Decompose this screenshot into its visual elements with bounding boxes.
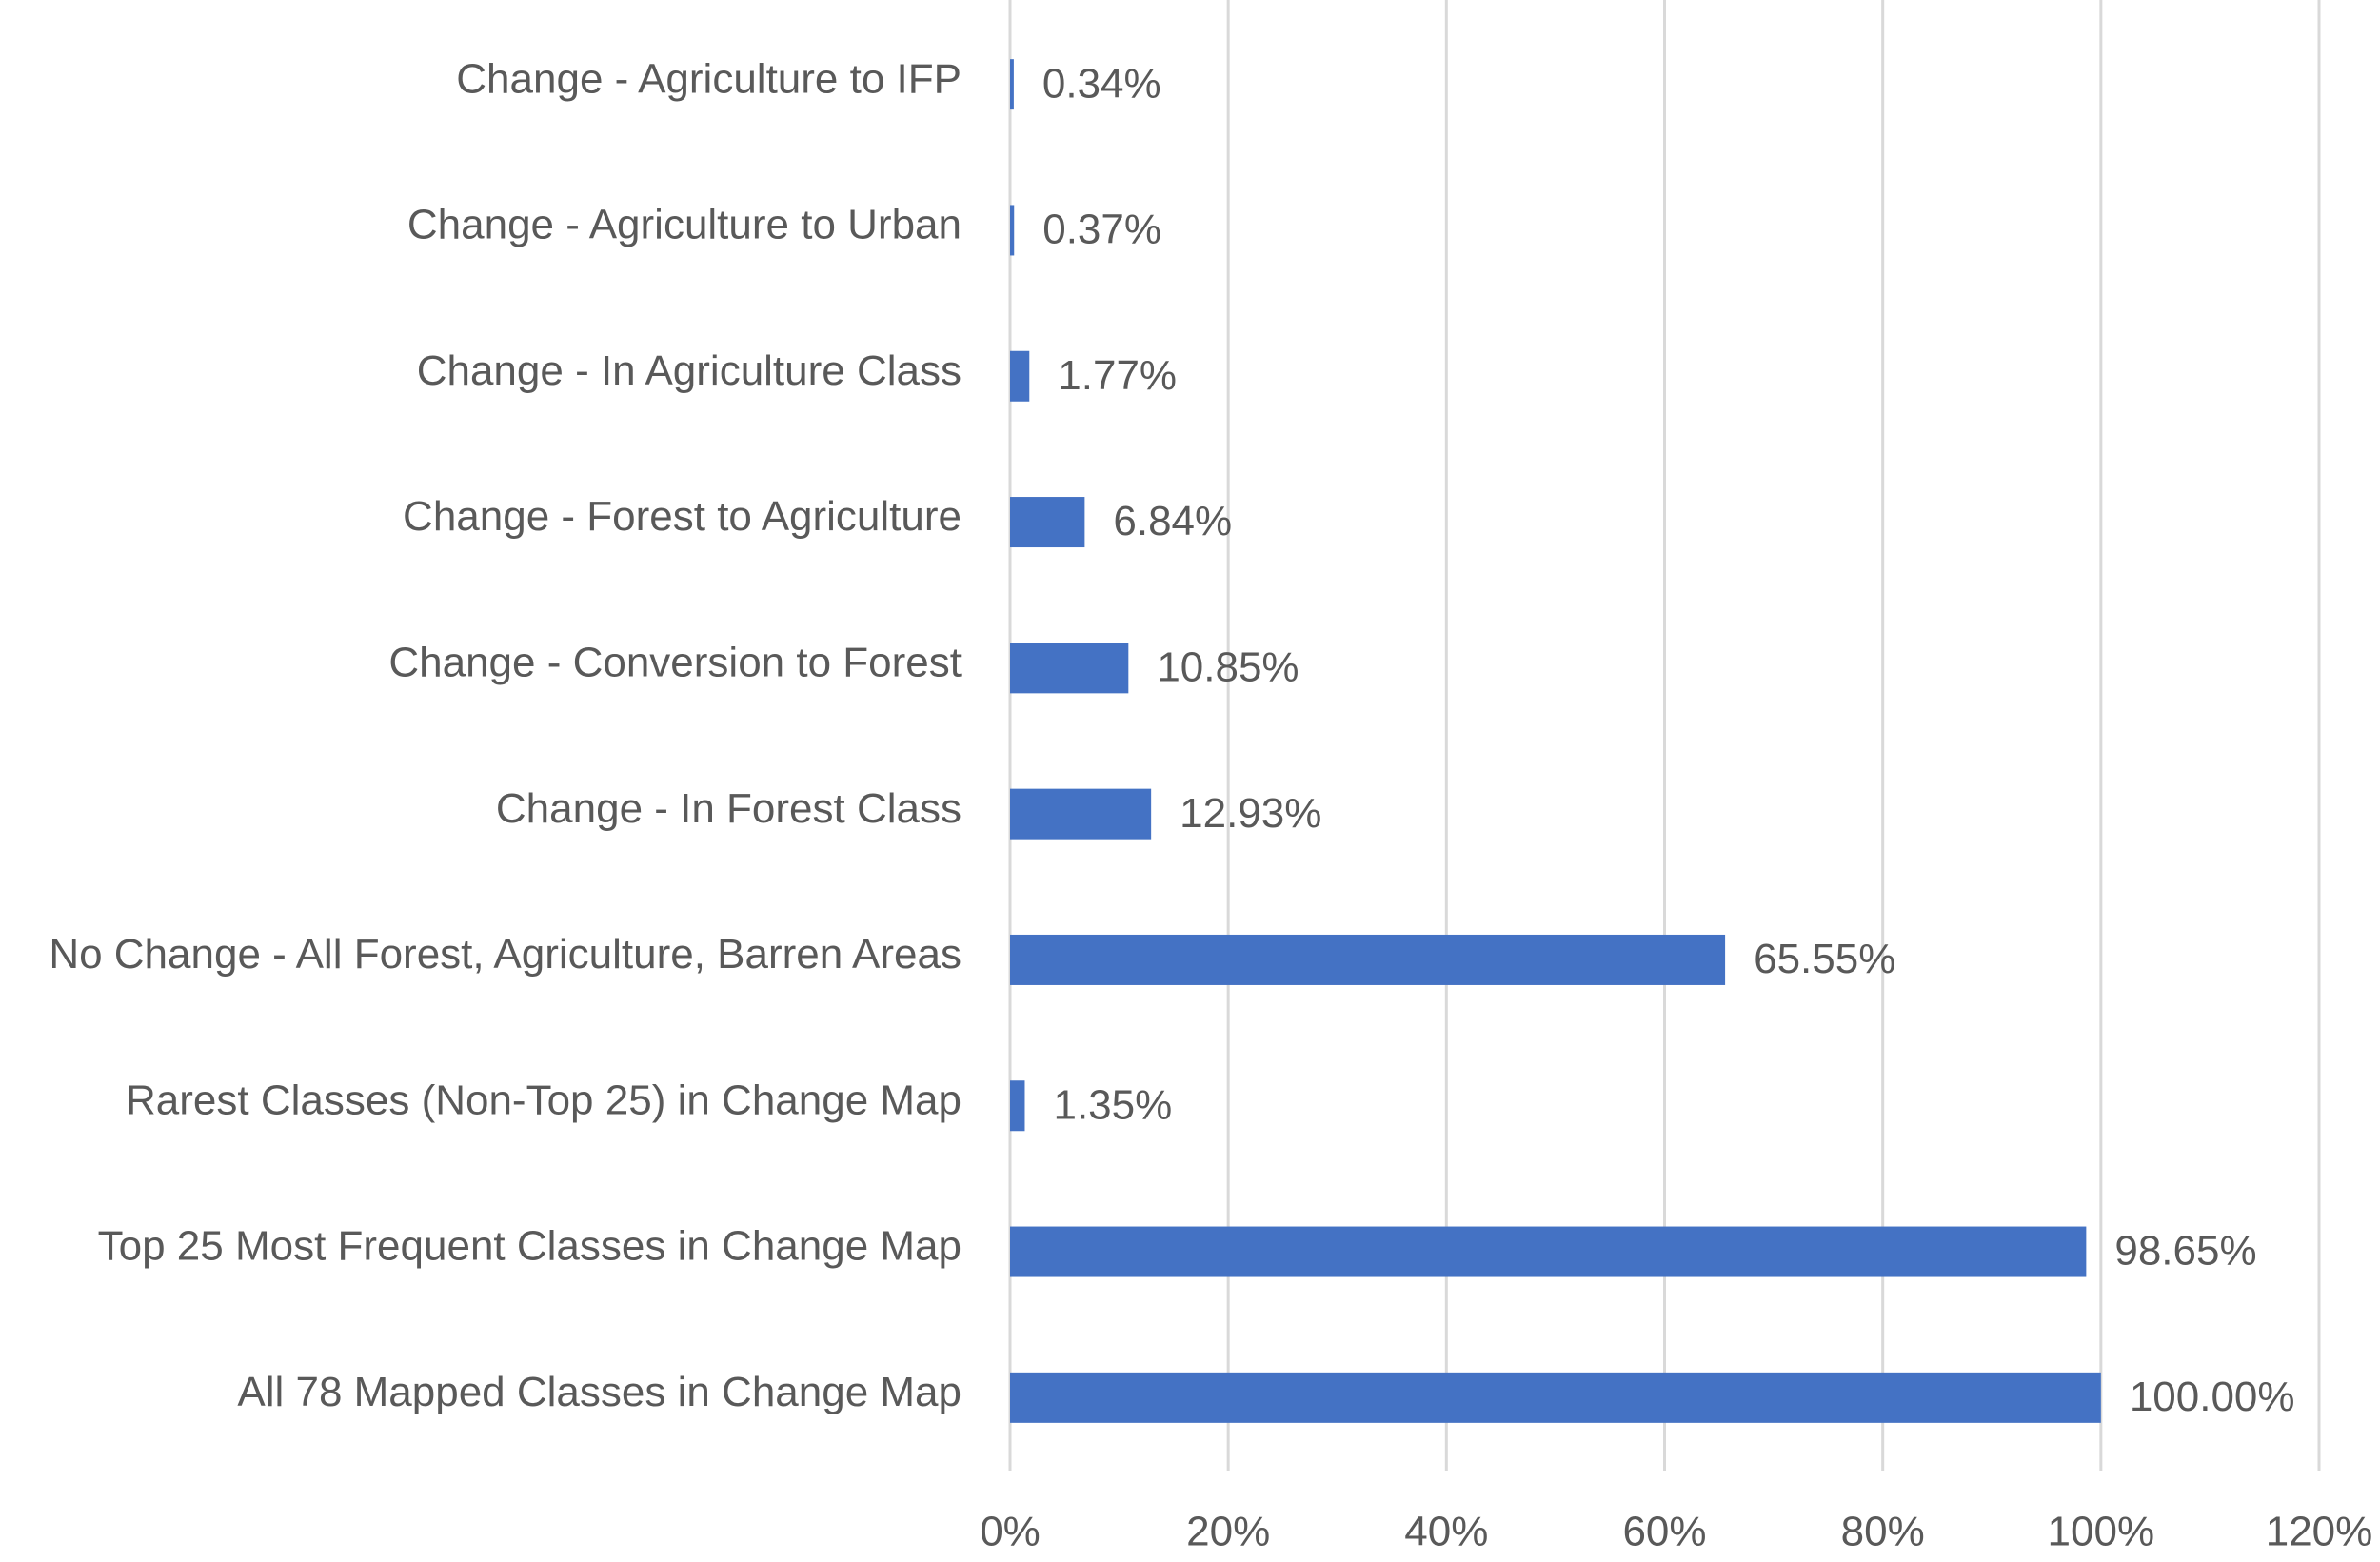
data-label: 6.84% bbox=[1113, 498, 1232, 544]
bar bbox=[1010, 350, 1030, 402]
data-label: 1.77% bbox=[1058, 352, 1177, 399]
x-tick-label: 40% bbox=[1404, 1509, 1488, 1555]
y-tick-label: Change - In Agriculture Class bbox=[417, 347, 962, 394]
data-label: 98.65% bbox=[2114, 1228, 2256, 1275]
bar bbox=[1010, 788, 1152, 840]
bar bbox=[1010, 59, 1014, 110]
x-tick-label: 20% bbox=[1186, 1509, 1270, 1555]
y-tick-label: Change - Agriculture to IFP bbox=[456, 55, 962, 102]
bar bbox=[1010, 1226, 2087, 1277]
bar bbox=[1010, 205, 1015, 256]
y-tick-label: Top 25 Most Frequent Classes in Change M… bbox=[98, 1223, 962, 1270]
data-label: 65.55% bbox=[1754, 936, 1895, 982]
data-label: 0.34% bbox=[1042, 60, 1161, 107]
y-tick-label: Rarest Classes (Non-Top 25) in Change Ma… bbox=[126, 1077, 962, 1123]
y-tick-label: All 78 Mapped Classes in Change Map bbox=[237, 1369, 962, 1415]
x-tick-label: 100% bbox=[2048, 1509, 2155, 1555]
x-tick-label: 0% bbox=[980, 1509, 1041, 1555]
data-label: 1.35% bbox=[1053, 1081, 1172, 1128]
data-label: 10.85% bbox=[1157, 643, 1299, 690]
bar bbox=[1010, 934, 1726, 985]
y-tick-label: Change - Agriculture to Urban bbox=[407, 202, 962, 248]
x-tick-label: 60% bbox=[1622, 1509, 1706, 1555]
data-label: 100.00% bbox=[2130, 1374, 2295, 1420]
bar bbox=[1010, 497, 1085, 548]
bar bbox=[1010, 643, 1129, 694]
data-label: 12.93% bbox=[1180, 790, 1321, 837]
y-tick-label: Change - In Forest Class bbox=[496, 785, 962, 832]
y-tick-label: No Change - All Forest, Agriculture, Bar… bbox=[49, 931, 962, 978]
x-tick-label: 120% bbox=[2266, 1509, 2373, 1555]
bar bbox=[1010, 1372, 2101, 1423]
y-tick-label: Change - Forest to Agriculture bbox=[403, 493, 962, 540]
data-label: 0.37% bbox=[1042, 207, 1161, 253]
x-tick-label: 80% bbox=[1841, 1509, 1925, 1555]
bar bbox=[1010, 1080, 1025, 1132]
y-tick-label: Change - Conversion to Forest bbox=[388, 639, 962, 685]
